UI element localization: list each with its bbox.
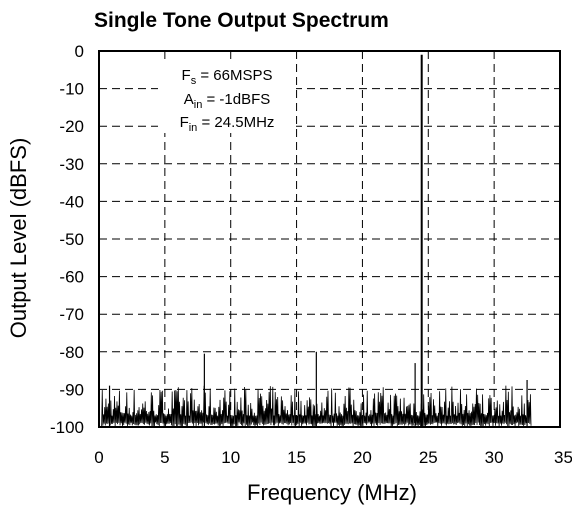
y-tick-label: -20 <box>59 117 84 136</box>
spectrum-trace <box>101 54 532 428</box>
y-tick-label: -70 <box>59 305 84 324</box>
y-tick-label: -50 <box>59 230 84 249</box>
y-axis-label: Output Level (dBFS) <box>6 138 31 339</box>
x-tick-label: 25 <box>419 448 438 467</box>
x-axis-label: Frequency (MHz) <box>247 480 417 505</box>
y-tick-label: -10 <box>59 80 84 99</box>
x-tick-labels: 0 5 10 15 20 25 30 35 <box>94 448 572 467</box>
annotation: Fs = 66MSPS Ain = -1dBFS Fin = 24.5MHz <box>180 67 275 134</box>
x-tick-label: 5 <box>160 448 169 467</box>
x-tick-label: 35 <box>554 448 572 467</box>
x-tick-label: 15 <box>287 448 306 467</box>
x-tick-label: 0 <box>94 448 103 467</box>
y-tick-label: -30 <box>59 155 84 174</box>
annotation-line-1: Fs = 66MSPS <box>182 67 273 87</box>
y-tick-labels: 0 -10 -20 -30 -40 -50 -60 -70 -80 -90 -100 <box>50 42 84 437</box>
chart-title: Single Tone Output Spectrum <box>94 9 389 32</box>
annotation-box <box>158 63 296 133</box>
y-tick-label: -100 <box>50 418 84 437</box>
annotation-line-2: Ain = -1dBFS <box>184 91 271 111</box>
y-tick-label: -60 <box>59 268 84 287</box>
y-tick-label: -40 <box>59 192 84 211</box>
plot-frame <box>98 50 561 428</box>
y-tick-label: 0 <box>75 42 84 61</box>
grid <box>99 51 560 427</box>
y-tick-label: -80 <box>59 343 84 362</box>
y-tick-label: -90 <box>59 380 84 399</box>
x-tick-label: 10 <box>221 448 240 467</box>
x-tick-label: 20 <box>353 448 372 467</box>
annotation-line-3: Fin = 24.5MHz <box>180 114 275 134</box>
x-tick-label: 30 <box>485 448 504 467</box>
